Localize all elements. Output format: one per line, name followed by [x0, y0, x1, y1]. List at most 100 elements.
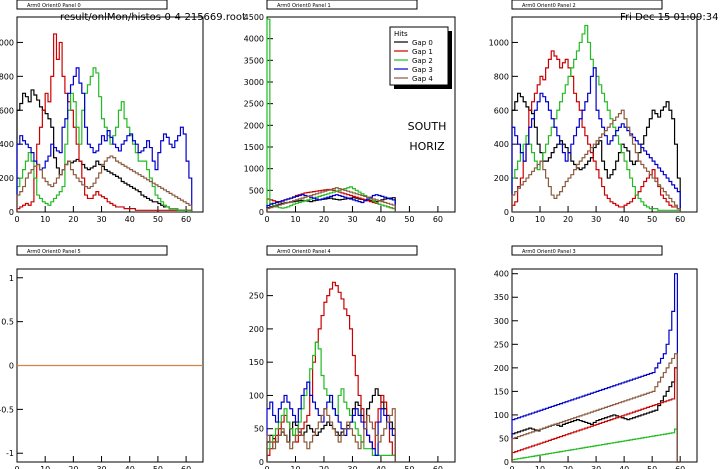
y-tick-label: 400 [0, 140, 14, 149]
x-tick-label: 20 [68, 465, 78, 469]
x-tick-label: 20 [563, 465, 573, 469]
y-tick-label: 3500 [244, 56, 264, 65]
x-tick-label: 60 [181, 215, 191, 224]
y-tick-label: 100 [249, 391, 264, 400]
series-line [266, 194, 396, 212]
y-tick-label: 200 [494, 174, 509, 183]
x-tick-label: 40 [619, 465, 629, 469]
x-tick-label: 50 [647, 465, 657, 469]
legend-entry: Gap 4 [412, 75, 433, 83]
y-tick-label: 400 [494, 270, 509, 279]
x-tick-label: 40 [376, 465, 386, 469]
series-line [266, 388, 396, 462]
panel-title-tab [266, 245, 418, 256]
series-line [511, 24, 681, 212]
y-tick-label: 0 [259, 458, 264, 467]
x-tick-label: 0 [509, 465, 514, 469]
y-tick-label: 2500 [244, 100, 264, 109]
x-tick-label: 10 [290, 215, 300, 224]
x-tick-label: 60 [181, 465, 191, 469]
y-tick-label: 2000 [244, 121, 264, 130]
panel-title-tab [16, 0, 168, 10]
panel-title: Arm0 Orient0 Panel 0 [27, 3, 81, 9]
x-tick-label: 30 [347, 215, 357, 224]
series-line [511, 428, 681, 463]
y-tick-label: 200 [494, 364, 509, 373]
y-tick-label: 200 [0, 174, 14, 183]
y-tick-label: 600 [494, 106, 509, 115]
y-tick-label: 3000 [244, 78, 264, 87]
panel-title: Arm0 Orient0 Panel 3 [522, 249, 576, 255]
y-tick-label: 1500 [244, 143, 264, 152]
x-tick-label: 20 [319, 465, 329, 469]
x-tick-label: 50 [404, 465, 414, 469]
x-tick-label: 20 [68, 215, 78, 224]
y-tick-label: -1 [6, 449, 14, 458]
x-tick-label: 10 [535, 465, 545, 469]
annotation-text: SOUTH [408, 120, 447, 133]
legend-title: Hits [394, 30, 408, 38]
y-tick-label: 50 [499, 434, 509, 443]
y-tick-label: 150 [494, 387, 509, 396]
x-tick-label: 10 [535, 215, 545, 224]
y-tick-label: 500 [249, 186, 264, 195]
x-tick-label: 0 [509, 215, 514, 224]
panel-title: Arm0 Orient0 Panel 4 [277, 249, 331, 255]
y-tick-label: -0.5 [0, 405, 14, 414]
y-tick-label: 0.5 [1, 318, 14, 327]
y-tick-label: 0 [9, 362, 14, 371]
x-tick-label: 0 [264, 215, 269, 224]
legend-box [389, 26, 449, 86]
y-tick-label: 50 [254, 425, 264, 434]
x-tick-label: 20 [563, 215, 573, 224]
annotation-text: HORIZ [409, 140, 445, 153]
series-line [266, 381, 396, 462]
series-line [16, 67, 193, 212]
series-line [16, 67, 193, 212]
series-line [511, 353, 681, 463]
y-tick-label: 600 [0, 106, 14, 115]
y-tick-label: 4000 [244, 35, 264, 44]
panel-title-tab [266, 0, 418, 10]
y-tick-label: 200 [249, 325, 264, 334]
legend-entry: Gap 0 [412, 39, 433, 47]
y-tick-label: 1 [9, 274, 14, 283]
series-line [266, 187, 396, 212]
axes-frame [511, 268, 698, 463]
y-tick-label: 100 [494, 411, 509, 420]
legend-entry: Gap 2 [412, 57, 433, 65]
series-line [16, 89, 193, 212]
x-tick-label: 50 [153, 465, 163, 469]
x-tick-label: 50 [647, 215, 657, 224]
legend-entry: Gap 3 [412, 66, 433, 74]
series-line [16, 33, 193, 212]
x-tick-label: 30 [347, 465, 357, 469]
y-tick-label: 150 [249, 358, 264, 367]
series-line [266, 341, 396, 462]
x-tick-label: 30 [591, 465, 601, 469]
series-line [511, 367, 681, 463]
x-tick-label: 0 [264, 465, 269, 469]
x-tick-label: 50 [153, 215, 163, 224]
x-tick-label: 10 [40, 465, 50, 469]
x-tick-label: 60 [675, 465, 685, 469]
panel-title: Arm0 Orient0 Panel 1 [277, 3, 331, 9]
x-tick-label: 60 [433, 215, 443, 224]
panel-title-tab [16, 245, 168, 256]
x-tick-label: 40 [125, 465, 135, 469]
legend-entry: Gap 1 [412, 48, 433, 56]
y-tick-label: 350 [494, 293, 509, 302]
panel-title-tab [511, 0, 663, 10]
y-tick-label: 0 [259, 208, 264, 217]
x-tick-label: 50 [404, 215, 414, 224]
panel-title: Arm0 Orient0 Panel 5 [27, 249, 81, 255]
y-tick-label: 1000 [244, 165, 264, 174]
y-tick-label: 250 [249, 292, 264, 301]
y-tick-label: 0 [504, 458, 509, 467]
y-tick-label: 800 [494, 72, 509, 81]
panel-title-tab [511, 245, 663, 256]
x-tick-label: 40 [125, 215, 135, 224]
y-tick-label: 250 [494, 340, 509, 349]
x-tick-label: 0 [14, 465, 19, 469]
